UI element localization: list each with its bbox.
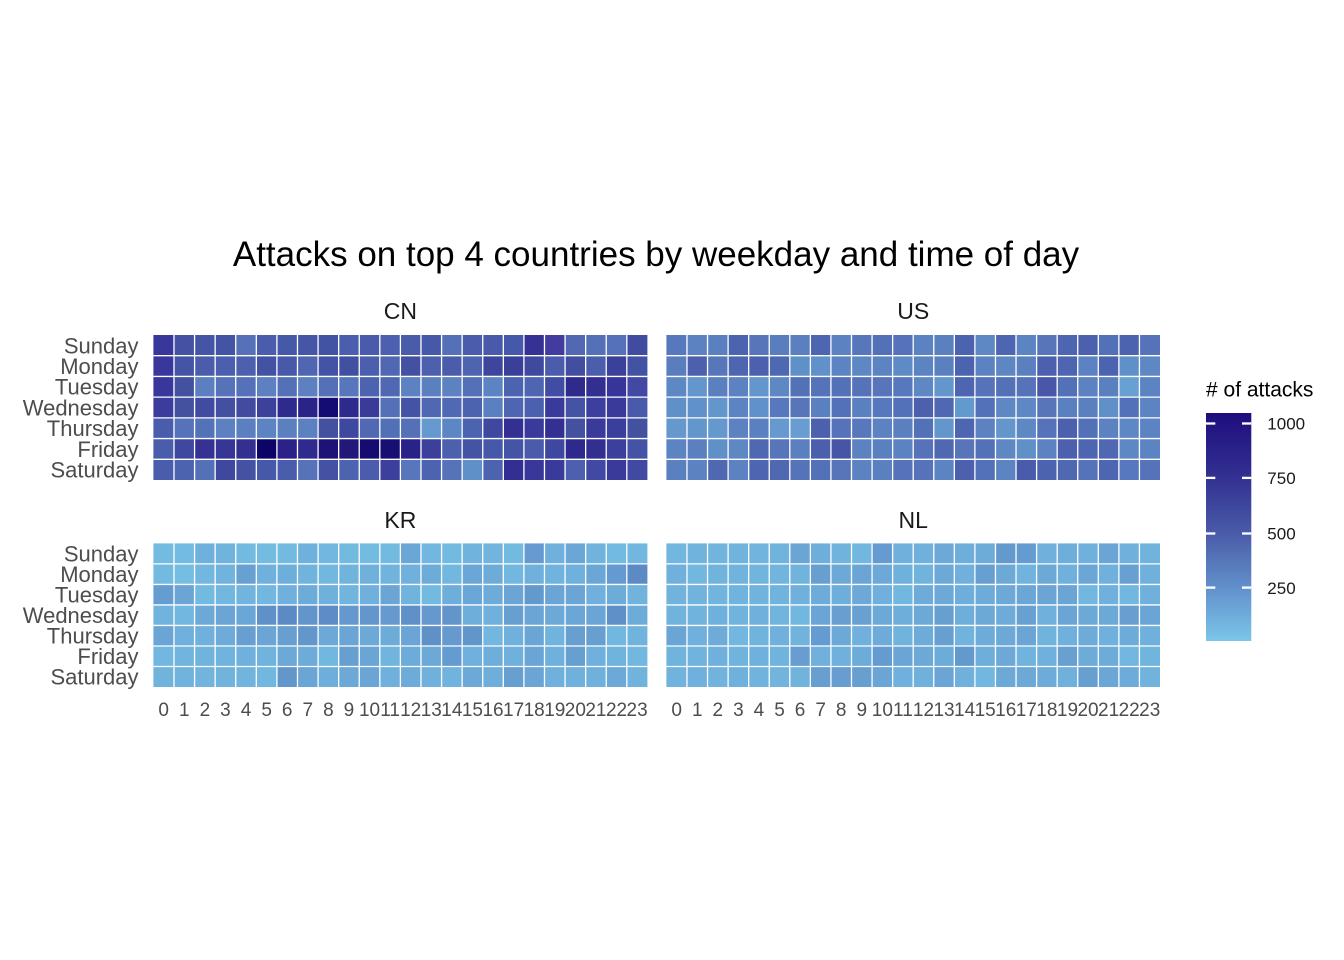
svg-text:3: 3 (220, 700, 231, 721)
svg-text:Monday: Monday (60, 562, 138, 587)
svg-text:Thursday: Thursday (47, 416, 139, 441)
svg-text:KR: KR (384, 507, 416, 533)
svg-text:22: 22 (1119, 700, 1140, 721)
svg-text:11: 11 (380, 700, 400, 721)
svg-text:15: 15 (462, 700, 483, 721)
svg-text:750: 750 (1267, 469, 1295, 488)
svg-text:12: 12 (400, 700, 421, 721)
svg-text:8: 8 (323, 700, 334, 721)
svg-text:15: 15 (975, 700, 996, 721)
svg-text:4: 4 (754, 700, 765, 721)
svg-text:7: 7 (302, 700, 313, 721)
svg-text:13: 13 (933, 700, 954, 721)
svg-text:Attacks on top 4 countries by: Attacks on top 4 countries by weekday an… (233, 235, 1080, 274)
svg-text:# of attacks: # of attacks (1206, 379, 1313, 402)
svg-text:9: 9 (856, 700, 867, 721)
svg-text:5: 5 (261, 700, 272, 721)
svg-text:23: 23 (627, 700, 648, 721)
svg-text:10: 10 (872, 700, 893, 721)
svg-text:9: 9 (344, 700, 355, 721)
svg-text:20: 20 (1077, 700, 1098, 721)
svg-text:21: 21 (585, 700, 606, 721)
svg-text:250: 250 (1267, 579, 1295, 598)
svg-text:Monday: Monday (60, 354, 138, 379)
svg-text:Wednesday: Wednesday (23, 603, 139, 628)
svg-text:Friday: Friday (77, 644, 138, 669)
svg-text:14: 14 (954, 700, 976, 721)
svg-text:4: 4 (241, 700, 252, 721)
svg-text:16: 16 (482, 700, 503, 721)
svg-text:11: 11 (893, 700, 913, 721)
svg-text:16: 16 (995, 700, 1016, 721)
svg-text:Tuesday: Tuesday (55, 375, 139, 400)
svg-text:22: 22 (606, 700, 627, 721)
svg-text:500: 500 (1267, 525, 1295, 544)
svg-text:Thursday: Thursday (47, 624, 139, 649)
svg-text:0: 0 (671, 700, 682, 721)
svg-text:18: 18 (524, 700, 545, 721)
svg-text:1: 1 (692, 700, 703, 721)
svg-text:8: 8 (836, 700, 847, 721)
svg-text:Friday: Friday (77, 437, 138, 462)
svg-text:1: 1 (179, 700, 190, 721)
svg-text:23: 23 (1139, 700, 1160, 721)
svg-text:2: 2 (200, 700, 211, 721)
svg-text:US: US (897, 298, 929, 324)
svg-text:19: 19 (1057, 700, 1078, 721)
svg-text:10: 10 (359, 700, 380, 721)
svg-text:3: 3 (733, 700, 744, 721)
svg-text:18: 18 (1036, 700, 1057, 721)
svg-text:17: 17 (1016, 700, 1037, 721)
svg-text:Saturday: Saturday (50, 458, 138, 483)
svg-text:5: 5 (774, 700, 785, 721)
svg-text:6: 6 (795, 700, 806, 721)
svg-text:NL: NL (898, 507, 928, 533)
svg-text:19: 19 (544, 700, 565, 721)
svg-text:0: 0 (158, 700, 169, 721)
svg-text:2: 2 (713, 700, 724, 721)
svg-text:20: 20 (565, 700, 586, 721)
svg-text:21: 21 (1098, 700, 1119, 721)
svg-text:12: 12 (913, 700, 934, 721)
svg-text:Sunday: Sunday (64, 333, 139, 358)
svg-text:Saturday: Saturday (50, 665, 138, 690)
svg-text:6: 6 (282, 700, 293, 721)
svg-text:CN: CN (384, 298, 417, 324)
svg-text:Sunday: Sunday (64, 542, 139, 567)
svg-text:17: 17 (503, 700, 524, 721)
svg-text:7: 7 (815, 700, 826, 721)
svg-text:Tuesday: Tuesday (55, 583, 139, 608)
svg-text:Wednesday: Wednesday (23, 395, 139, 420)
svg-text:13: 13 (421, 700, 442, 721)
svg-text:1000: 1000 (1267, 415, 1305, 434)
svg-text:14: 14 (441, 700, 463, 721)
